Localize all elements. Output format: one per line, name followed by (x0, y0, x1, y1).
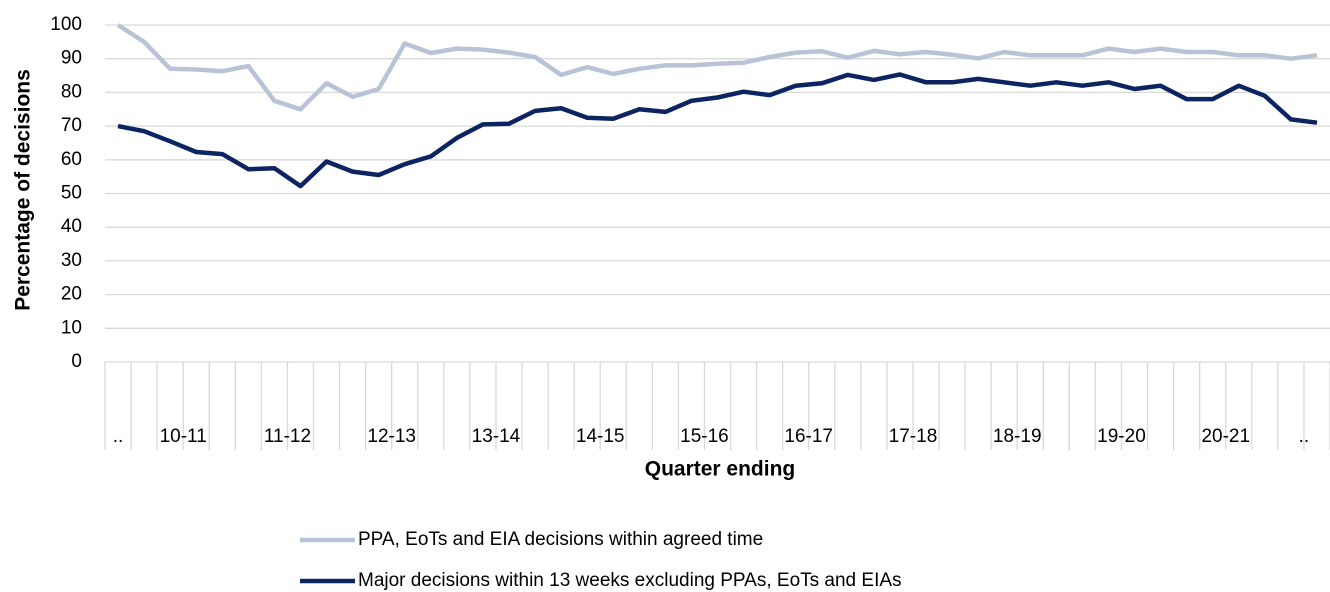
y-tick-label: 20 (61, 284, 82, 305)
y-tick-label: 100 (50, 14, 82, 35)
x-group-label: 20-21 (1201, 426, 1250, 447)
x-group-label: 15-16 (680, 426, 729, 447)
y-tick-label: 80 (61, 81, 82, 102)
x-group-label: 10-11 (160, 426, 207, 447)
y-tick-label: 10 (61, 317, 82, 338)
series-line (117, 72, 1318, 189)
y-tick-label: 60 (61, 149, 82, 170)
y-tick-label: 90 (61, 48, 82, 69)
legend-label: PPA, EoTs and EIA decisions within agree… (358, 529, 763, 550)
y-tick-label: 0 (71, 351, 82, 372)
x-group-label: 19-20 (1097, 426, 1146, 447)
y-tick-label: 50 (61, 183, 82, 204)
legend-label: Major decisions within 13 weeks excludin… (358, 570, 902, 591)
y-tick-label: 30 (61, 250, 82, 271)
y-tick-label: 70 (61, 115, 82, 136)
y-tick-label: 40 (61, 216, 82, 237)
y-axis-label: Percentage of decisions (12, 69, 35, 311)
x-group-label: 14-15 (576, 426, 625, 447)
x-group-label: 17-18 (889, 426, 938, 447)
x-group-label: .. (1299, 426, 1310, 447)
x-group-label: 13-14 (472, 426, 521, 447)
x-group-label: 18-19 (993, 426, 1042, 447)
x-group-label: .. (113, 426, 124, 447)
x-group-label: 16-17 (784, 426, 833, 447)
x-axis-label: Quarter ending (645, 458, 796, 481)
x-group-label: 11-12 (264, 426, 311, 447)
x-group-label: 12-13 (367, 426, 416, 447)
series-line (116, 23, 1318, 112)
